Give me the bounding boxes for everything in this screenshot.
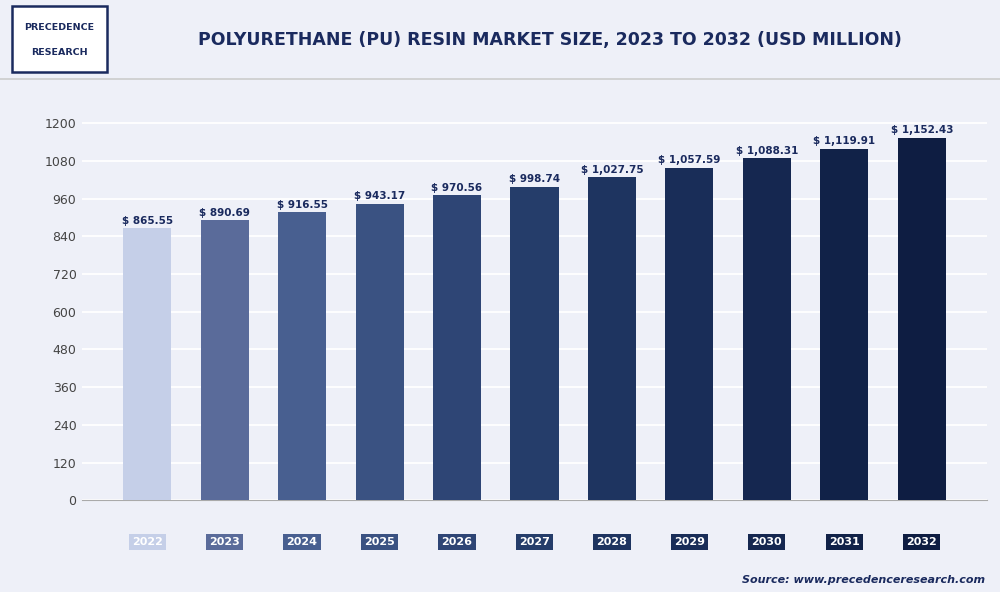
Text: $ 1,152.43: $ 1,152.43 [891, 126, 953, 136]
Bar [665, 168, 713, 500]
Bar [123, 229, 171, 500]
Text: $ 970.56: $ 970.56 [431, 182, 483, 192]
Bar [898, 139, 946, 500]
Text: 2030: 2030 [752, 538, 782, 547]
Bar [201, 220, 249, 500]
Text: 2027: 2027 [519, 538, 550, 547]
Text: 2031: 2031 [829, 538, 860, 547]
Text: $ 1,119.91: $ 1,119.91 [813, 136, 875, 146]
Text: 2024: 2024 [287, 538, 318, 547]
Bar [820, 149, 868, 500]
Text: 2025: 2025 [364, 538, 395, 547]
Bar [588, 178, 636, 500]
Bar [278, 213, 326, 500]
Text: RESEARCH: RESEARCH [31, 48, 88, 57]
Text: $ 865.55: $ 865.55 [122, 215, 173, 226]
FancyBboxPatch shape [12, 7, 107, 72]
Text: $ 998.74: $ 998.74 [509, 173, 560, 184]
Text: 2023: 2023 [209, 538, 240, 547]
Text: 2029: 2029 [674, 538, 705, 547]
Bar [510, 186, 559, 500]
Bar [743, 159, 791, 500]
Text: PRECEDENCE: PRECEDENCE [24, 24, 95, 33]
Text: POLYURETHANE (PU) RESIN MARKET SIZE, 2023 TO 2032 (USD MILLION): POLYURETHANE (PU) RESIN MARKET SIZE, 202… [198, 31, 902, 49]
Text: $ 916.55: $ 916.55 [277, 200, 328, 210]
Text: $ 1,027.75: $ 1,027.75 [581, 165, 643, 175]
Text: 2026: 2026 [442, 538, 473, 547]
Text: $ 943.17: $ 943.17 [354, 191, 405, 201]
Text: 2022: 2022 [132, 538, 163, 547]
Bar [433, 195, 481, 500]
Bar [356, 204, 404, 500]
Text: $ 1,088.31: $ 1,088.31 [736, 146, 798, 156]
Text: 2028: 2028 [597, 538, 627, 547]
Text: $ 890.69: $ 890.69 [199, 208, 250, 218]
Text: 2032: 2032 [906, 538, 937, 547]
Text: Source: www.precedenceresearch.com: Source: www.precedenceresearch.com [742, 575, 985, 585]
Text: $ 1,057.59: $ 1,057.59 [658, 155, 721, 165]
